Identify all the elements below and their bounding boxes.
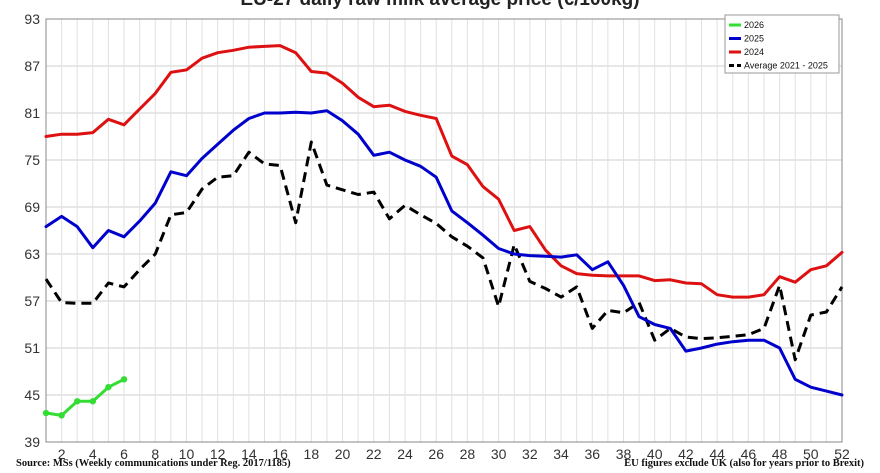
y-tick-label: 63: [24, 246, 40, 262]
legend-label: Average 2021 - 2025: [744, 61, 828, 71]
series-line-2025: [44, 109, 844, 397]
x-tick-label: 38: [616, 446, 632, 462]
x-tick-label: 46: [741, 446, 757, 462]
y-tick-label: 81: [24, 105, 40, 121]
x-tick-label: 42: [678, 446, 694, 462]
x-tick-label: 14: [241, 446, 257, 462]
chart-title: EU-27 daily raw milk average price (€/10…: [0, 0, 880, 11]
series-line-2024: [44, 44, 844, 299]
series-point-2026: [105, 383, 112, 391]
x-tick-label: 4: [89, 446, 97, 462]
plot-frame: [45, 18, 843, 443]
y-tick-label: 45: [24, 387, 40, 403]
x-tick-label: 30: [491, 446, 507, 462]
x-tick-label: 26: [428, 446, 444, 462]
chart-legend: 2026 2025 2024 Average 2021 - 2025: [724, 14, 840, 74]
x-tick-label: 12: [210, 446, 226, 462]
source-footnote: Source: MSs (Weekly communications under…: [16, 458, 291, 469]
series-point-2026: [89, 398, 97, 405]
x-tick-label: 6: [120, 446, 128, 462]
x-tick-label: 40: [647, 446, 663, 462]
scope-footnote: EU figures exclude UK (also for years pr…: [624, 458, 864, 469]
x-tick-label: 10: [179, 446, 195, 462]
x-tick-label: 48: [772, 446, 788, 462]
series-line-2026: [44, 377, 126, 417]
x-tick-label: 28: [460, 446, 476, 462]
y-tick-label: 69: [24, 199, 40, 215]
legend-label: 2026: [744, 20, 764, 30]
y-tick-label: 93: [24, 11, 40, 27]
series-point-2026: [120, 376, 128, 383]
y-tick-label: 87: [24, 58, 40, 74]
x-tick-label: 24: [397, 446, 413, 462]
x-tick-label: 8: [151, 446, 159, 462]
series-point-2026: [74, 398, 81, 405]
x-tick-label: 32: [522, 446, 538, 462]
y-tick-label: 57: [24, 293, 40, 309]
x-tick-label: 34: [553, 446, 569, 462]
x-tick-label: 52: [834, 446, 850, 462]
x-tick-label: 16: [272, 446, 288, 462]
x-tick-label: 2: [58, 446, 66, 462]
x-tick-label: 20: [335, 446, 351, 462]
series-lines: [42, 44, 844, 419]
series-point-2026: [42, 409, 50, 417]
x-tick-label: 36: [584, 446, 600, 462]
legend-box: [724, 14, 840, 74]
series-line-average-2021-2025: [44, 140, 844, 362]
legend-label: 2024: [744, 47, 764, 57]
y-tick-label: 75: [24, 152, 40, 168]
x-tick-label: 50: [803, 446, 819, 462]
y-tick-label: 39: [24, 434, 40, 450]
legend-label: 2025: [744, 34, 764, 44]
x-tick-label: 44: [709, 446, 725, 462]
x-tick-label: 18: [304, 446, 320, 462]
y-tick-label: 51: [24, 340, 40, 356]
series-point-2026: [58, 412, 65, 419]
x-tick-label: 22: [366, 446, 382, 462]
